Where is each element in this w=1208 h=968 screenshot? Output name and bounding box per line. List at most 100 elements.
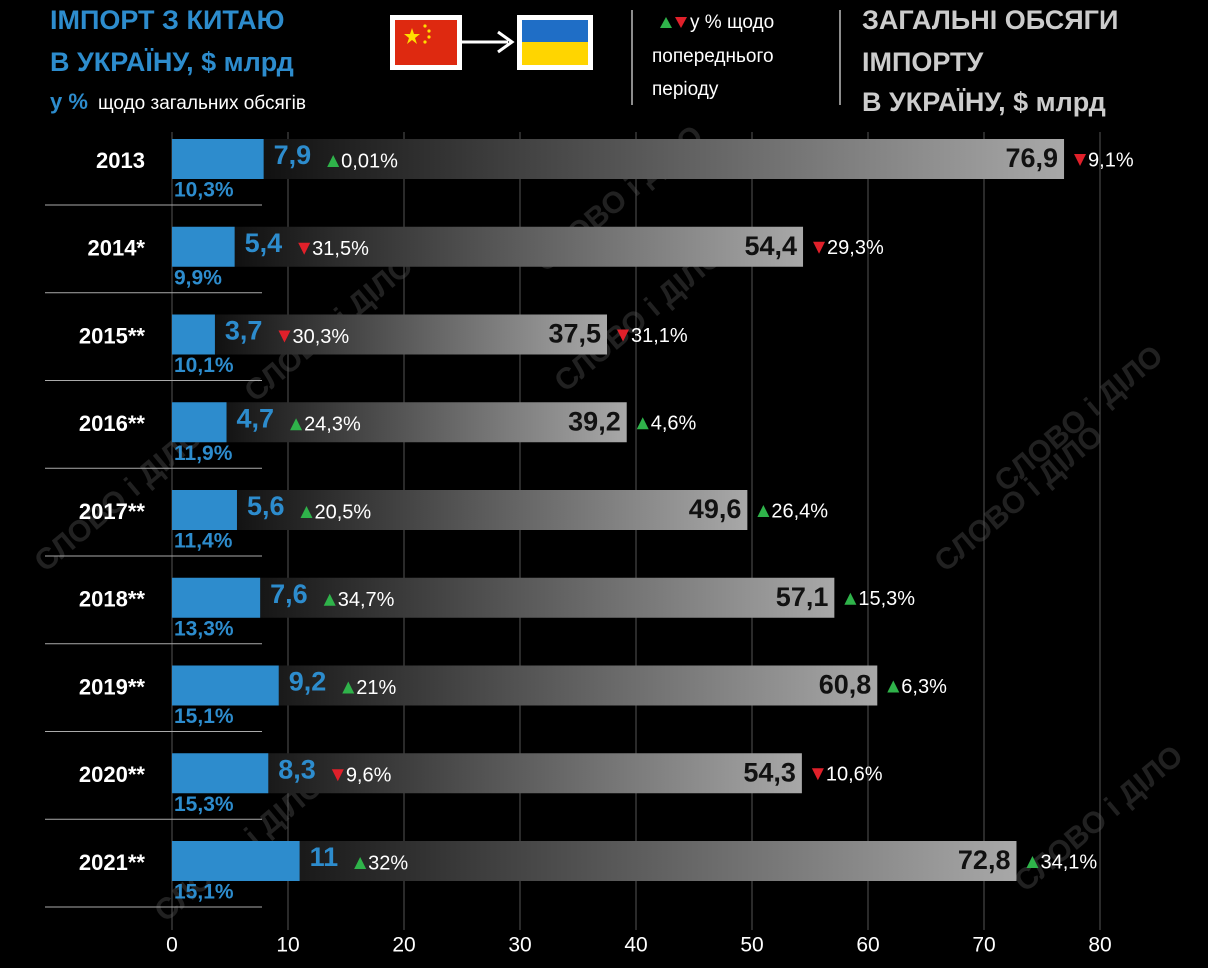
down-triangle — [1074, 154, 1087, 166]
year-label: 2020** — [79, 762, 146, 787]
watermark: СЛОВО і ДІЛО — [1008, 739, 1189, 898]
flag-ukraine — [517, 15, 593, 70]
china-bar — [172, 577, 261, 618]
china-value-label: 7,9 — [274, 140, 312, 170]
total-change-label: 29,3% — [827, 237, 884, 259]
china-bar — [172, 402, 227, 443]
title-line: ІМПОРТ З КИТАЮ — [50, 5, 284, 35]
total-change-label: 10,6% — [826, 764, 883, 786]
year-label: 2021** — [79, 850, 146, 875]
china-change-label: 21% — [356, 677, 396, 699]
total-change-label: 6,3% — [901, 676, 947, 698]
down-triangle — [617, 329, 629, 342]
total-value-label: 54,3 — [743, 757, 796, 787]
total-change-label: 34,1% — [1040, 851, 1097, 873]
total-value-label: 49,6 — [689, 494, 742, 524]
china-bar — [172, 226, 235, 267]
up-triangle — [323, 593, 336, 606]
china-value-label: 5,4 — [245, 228, 283, 258]
up-triangle — [342, 681, 355, 694]
total-bar — [172, 314, 607, 355]
up-triangle — [300, 506, 313, 518]
total-value-label: 37,5 — [548, 319, 601, 349]
up-triangle — [844, 592, 857, 605]
change-note: у % щодо — [690, 12, 774, 33]
total-value-label: 60,8 — [819, 670, 872, 700]
share-label: 9,9% — [174, 266, 222, 289]
share-label: 15,3% — [174, 793, 234, 816]
total-bar — [172, 665, 878, 706]
china-value-label: 8,3 — [278, 754, 316, 784]
china-value-label: 3,7 — [225, 316, 263, 346]
share-label: 10,3% — [174, 179, 234, 202]
down-triangle — [331, 769, 344, 782]
total-title-line: В УКРАЇНУ, $ млрд — [862, 87, 1106, 117]
down-triangle — [813, 241, 826, 254]
x-tick-label: 10 — [276, 934, 299, 957]
total-value-label: 57,1 — [776, 582, 829, 612]
share-label: 15,1% — [174, 881, 234, 904]
up-triangle — [757, 505, 770, 517]
year-label: 2013 — [96, 148, 145, 173]
total-change-label: 31,1% — [631, 325, 688, 347]
total-change-label: 4,6% — [651, 413, 697, 435]
up-triangle — [887, 680, 900, 693]
year-label: 2019** — [79, 674, 146, 699]
china-change-label: 32% — [368, 852, 408, 874]
china-value-label: 5,6 — [247, 491, 285, 521]
down-triangle — [278, 330, 291, 343]
china-change-label: 24,3% — [304, 414, 361, 436]
arrow — [462, 30, 515, 54]
total-change-label: 26,4% — [771, 500, 828, 522]
down-triangle — [811, 768, 824, 781]
china-change-label: 20,5% — [315, 501, 372, 523]
up-triangle — [636, 417, 649, 430]
china-bar — [172, 314, 215, 355]
x-tick-label: 70 — [972, 934, 995, 957]
total-bar — [172, 753, 802, 794]
china-bar — [172, 139, 264, 179]
total-change-label: 9,1% — [1088, 149, 1134, 171]
china-bar — [172, 753, 269, 794]
share-label: 13,3% — [174, 617, 234, 640]
china-change-label: 9,6% — [346, 765, 392, 787]
x-tick-label: 80 — [1088, 934, 1111, 957]
legend-up — [660, 17, 672, 28]
change-note: періоду — [652, 79, 719, 100]
year-label: 2018** — [79, 587, 146, 612]
year-label: 2014* — [87, 236, 145, 261]
up-triangle — [354, 857, 367, 869]
china-value-label: 11 — [310, 842, 339, 872]
title-line: В УКРАЇНУ, $ млрд — [50, 47, 294, 77]
share-label: 11,9% — [174, 442, 233, 465]
total-bar — [172, 226, 804, 267]
china-value-label: 7,6 — [270, 579, 308, 609]
year-label: 2017** — [79, 499, 146, 524]
x-tick-label: 50 — [740, 934, 763, 957]
share-label: 10,1% — [174, 354, 234, 377]
total-bar — [172, 490, 748, 530]
up-triangle — [1026, 856, 1039, 868]
x-tick-label: 20 — [392, 934, 415, 957]
share-note-text: щодо загальних обсягів — [98, 93, 306, 114]
total-title-line: ЗАГАЛЬНІ ОБСЯГИ — [862, 5, 1118, 35]
down-triangle — [298, 242, 311, 255]
x-tick-label: 60 — [856, 934, 879, 957]
total-value-label: 72,8 — [958, 845, 1011, 875]
flag-china — [390, 15, 462, 70]
china-bar — [172, 665, 279, 706]
total-bar — [172, 577, 835, 618]
total-bar — [172, 402, 627, 443]
china-change-label: 31,5% — [312, 238, 369, 260]
china-bar — [172, 841, 300, 881]
x-tick-label: 30 — [508, 934, 531, 957]
up-triangle — [327, 155, 340, 167]
total-bar — [172, 841, 1017, 881]
total-bar — [172, 139, 1065, 179]
watermark: СЛОВО і ДІЛО — [988, 339, 1169, 498]
total-change-label: 15,3% — [858, 588, 915, 610]
share-label: 15,1% — [174, 705, 234, 728]
share-label: 11,4% — [174, 530, 233, 553]
share-note-unit: у % — [50, 89, 88, 114]
